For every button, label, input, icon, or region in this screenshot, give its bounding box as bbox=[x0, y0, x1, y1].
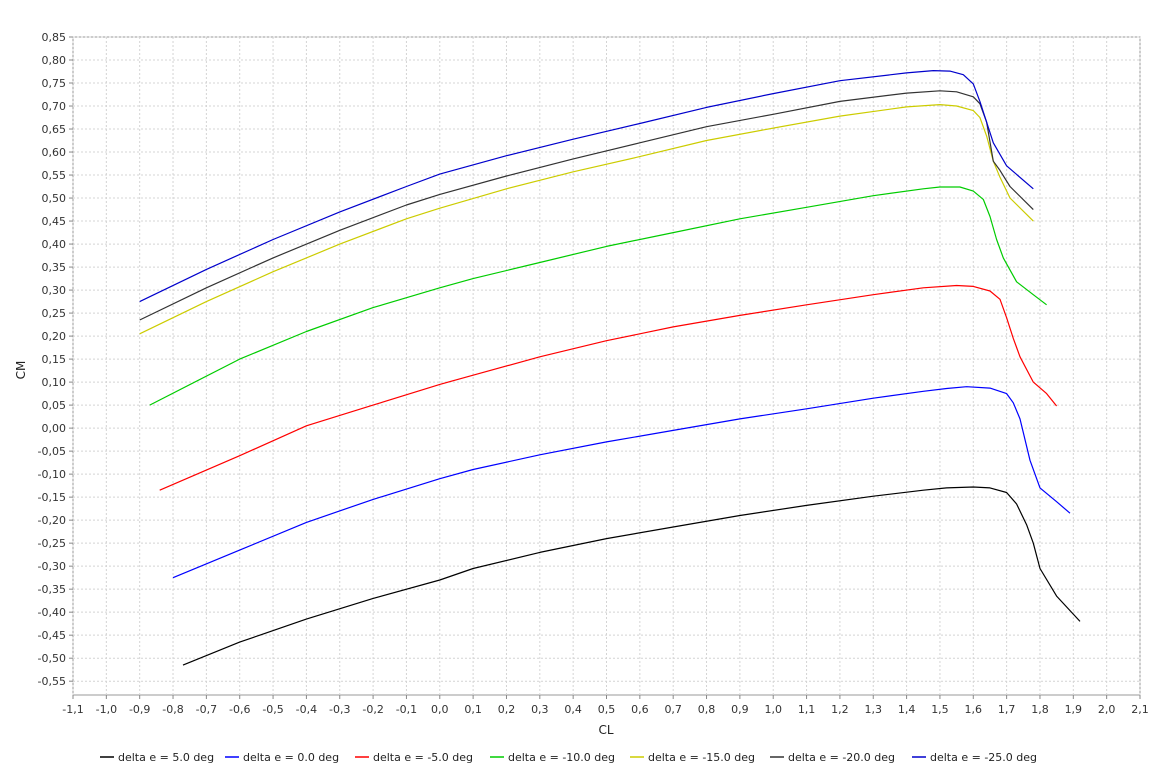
legend-label: delta e = -5.0 deg bbox=[373, 751, 473, 764]
legend-label: delta e = -25.0 deg bbox=[930, 751, 1037, 764]
x-tick-label: 0,9 bbox=[731, 703, 749, 716]
y-tick-label: -0,15 bbox=[38, 491, 66, 504]
series-lines bbox=[139, 70, 1081, 666]
x-tick-label: -0,3 bbox=[329, 703, 350, 716]
y-tick-label: 0,45 bbox=[42, 215, 67, 228]
y-tick-label: 0,65 bbox=[42, 123, 67, 136]
x-tick-label: 0,6 bbox=[631, 703, 649, 716]
legend-label: delta e = -15.0 deg bbox=[648, 751, 755, 764]
x-tick-label: 0,1 bbox=[464, 703, 482, 716]
grid-lines bbox=[72, 36, 1141, 695]
y-tick-label: 0,80 bbox=[42, 54, 67, 67]
x-tick-label: 1,4 bbox=[898, 703, 916, 716]
y-tick-label: 0,85 bbox=[42, 31, 67, 44]
y-tick-label: -0,05 bbox=[38, 445, 66, 458]
y-tick-label: 0,55 bbox=[42, 169, 67, 182]
legend-label: delta e = -10.0 deg bbox=[508, 751, 615, 764]
x-tick-label: -0,9 bbox=[129, 703, 150, 716]
y-tick-label: -0,35 bbox=[38, 583, 66, 596]
y-tick-label: 0,10 bbox=[42, 376, 67, 389]
y-tick-label: 0,40 bbox=[42, 238, 67, 251]
y-tick-label: 0,25 bbox=[42, 307, 67, 320]
y-tick-label: 0,30 bbox=[42, 284, 67, 297]
x-tick-label: 2,1 bbox=[1131, 703, 1149, 716]
y-tick-label: 0,60 bbox=[42, 146, 67, 159]
x-tick-label: 2,0 bbox=[1098, 703, 1116, 716]
y-axis-label: CM bbox=[14, 361, 28, 380]
y-tick-label: -0,10 bbox=[38, 468, 66, 481]
y-tick-label: 0,75 bbox=[42, 77, 67, 90]
x-tick-label: 0,3 bbox=[531, 703, 549, 716]
x-tick-label: -1,0 bbox=[96, 703, 117, 716]
x-tick-label: 1,2 bbox=[831, 703, 849, 716]
x-tick-label: 1,8 bbox=[1031, 703, 1049, 716]
y-tick-label: -0,25 bbox=[38, 537, 66, 550]
x-tick-label: -0,1 bbox=[396, 703, 417, 716]
y-tick-label: -0,30 bbox=[38, 560, 66, 573]
x-tick-label: -0,7 bbox=[196, 703, 217, 716]
series-line bbox=[172, 386, 1071, 579]
x-tick-label: 1,0 bbox=[764, 703, 782, 716]
x-tick-label: 0,5 bbox=[598, 703, 616, 716]
x-tick-label: 1,5 bbox=[931, 703, 949, 716]
x-tick-label: -0,5 bbox=[262, 703, 283, 716]
x-tick-label: 0,4 bbox=[564, 703, 582, 716]
series-line bbox=[139, 70, 1034, 303]
x-tick-label: 1,9 bbox=[1065, 703, 1083, 716]
series-line bbox=[182, 486, 1081, 666]
x-tick-label: 1,3 bbox=[865, 703, 883, 716]
x-axis-label: CL bbox=[598, 723, 613, 737]
y-tick-label: 0,20 bbox=[42, 330, 67, 343]
x-tick-label: 1,7 bbox=[998, 703, 1016, 716]
series-line bbox=[159, 284, 1058, 491]
y-tick-label: 0,15 bbox=[42, 353, 67, 366]
x-tick-label: -1,1 bbox=[62, 703, 83, 716]
y-tick-label: -0,20 bbox=[38, 514, 66, 527]
y-axis-ticks: 0,85 0,80 0,75 0,70 0,65 0,60 0,55 0,50 0,45 0,40… bbox=[38, 31, 73, 688]
legend-label: delta e = -20.0 deg bbox=[788, 751, 895, 764]
legend-label: delta e = 0.0 deg bbox=[243, 751, 339, 764]
x-axis-ticks: -1,1 -1,0 -0,9 -0,8 -0,7 -0,6 -0,5 -0,4 -0,3 -0,2… bbox=[62, 695, 1149, 716]
x-tick-label: 0,2 bbox=[498, 703, 516, 716]
x-tick-label: -0,6 bbox=[229, 703, 250, 716]
x-tick-label: 0,7 bbox=[664, 703, 682, 716]
y-tick-label: -0,40 bbox=[38, 606, 66, 619]
x-tick-label: -0,8 bbox=[162, 703, 183, 716]
y-tick-label: -0,50 bbox=[38, 652, 66, 665]
y-tick-label: -0,45 bbox=[38, 629, 66, 642]
x-tick-label: 1,6 bbox=[965, 703, 983, 716]
y-tick-label: 0,50 bbox=[42, 192, 67, 205]
x-tick-label: -0,4 bbox=[296, 703, 317, 716]
x-tick-label: 1,1 bbox=[798, 703, 816, 716]
y-tick-label: 0,05 bbox=[42, 399, 67, 412]
y-tick-label: -0,55 bbox=[38, 675, 66, 688]
series-line bbox=[139, 90, 1034, 321]
series-line bbox=[139, 104, 1034, 335]
x-tick-label: 0,8 bbox=[698, 703, 716, 716]
legend-label: delta e = 5.0 deg bbox=[118, 751, 214, 764]
y-tick-label: 0,35 bbox=[42, 261, 67, 274]
x-tick-label: -0,2 bbox=[362, 703, 383, 716]
legend: delta e = 5.0 deg delta e = 0.0 deg delta … bbox=[100, 751, 1037, 764]
series-line bbox=[149, 186, 1047, 406]
y-tick-label: 0,00 bbox=[42, 422, 67, 435]
y-tick-label: 0,70 bbox=[42, 100, 67, 113]
x-tick-label: 0,0 bbox=[431, 703, 449, 716]
